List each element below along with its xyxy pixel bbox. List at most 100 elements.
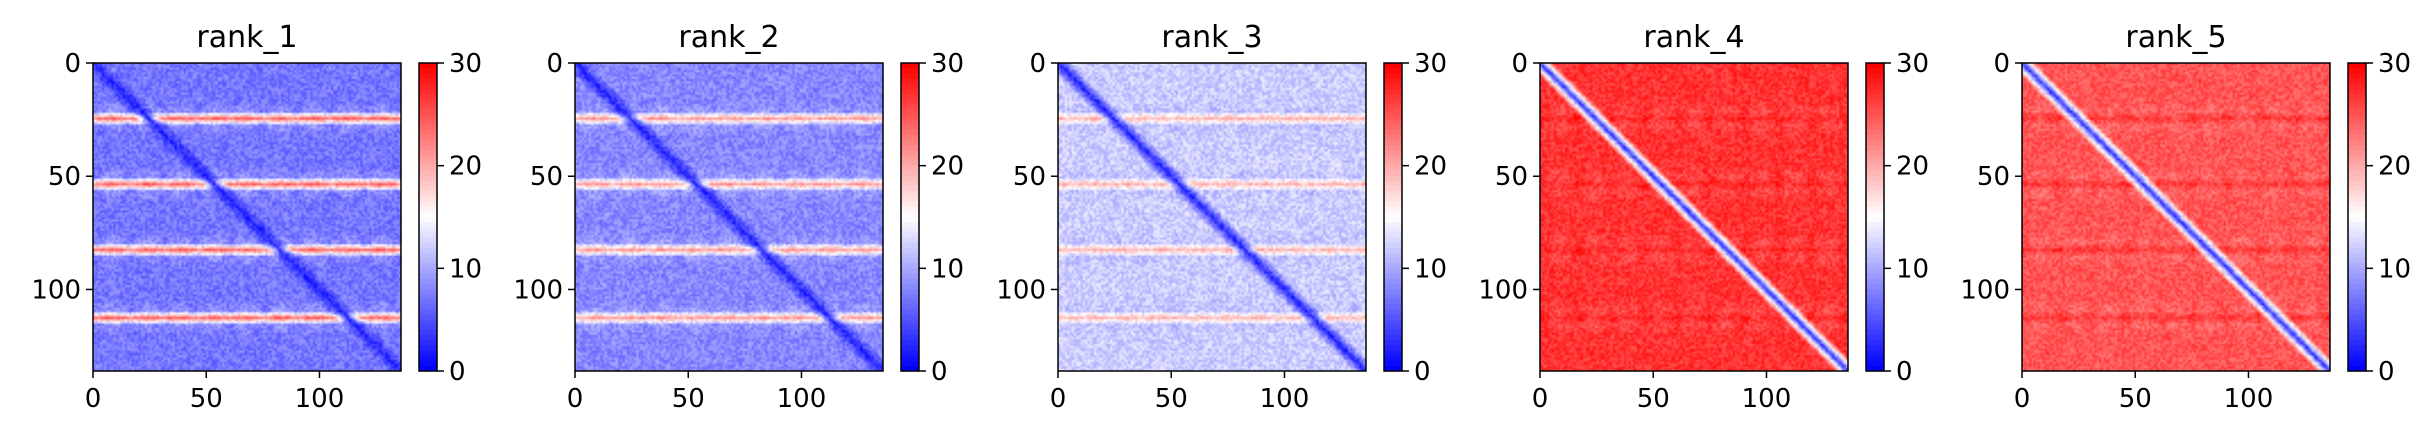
colorbar-segment bbox=[419, 109, 437, 115]
colorbar-segment bbox=[2348, 114, 2366, 121]
colorbar-segment bbox=[1384, 329, 1402, 336]
colorbar-frame bbox=[418, 62, 438, 372]
colorbar-segment bbox=[1384, 283, 1402, 290]
colorbar-segment bbox=[2348, 273, 2366, 280]
colorbar: 0 10 20 30 bbox=[1383, 49, 1447, 387]
colorbar-segment bbox=[1384, 247, 1402, 254]
colorbar-segment bbox=[1866, 145, 1884, 151]
x-tick-label: 0 bbox=[1532, 384, 1549, 414]
colorbar-segment bbox=[419, 206, 437, 213]
colorbar-segment bbox=[901, 175, 919, 182]
panel-title: rank_4 bbox=[1643, 20, 1744, 55]
colorbar-segment bbox=[2348, 129, 2366, 136]
colorbar-segment bbox=[2348, 175, 2366, 182]
colorbar-segment bbox=[1384, 124, 1402, 131]
colorbar-segment bbox=[901, 191, 919, 198]
y-tick-label: 0 bbox=[1511, 49, 1528, 79]
colorbar-segment bbox=[1866, 365, 1884, 372]
y-tick-label: 100 bbox=[1478, 275, 1528, 305]
colorbar-segment bbox=[901, 355, 919, 362]
colorbar-segment bbox=[419, 299, 437, 305]
colorbar-segment bbox=[2348, 104, 2366, 110]
colorbar-segment bbox=[901, 160, 919, 167]
y-tick-label: 100 bbox=[31, 275, 81, 305]
colorbar-segment bbox=[1866, 170, 1884, 177]
colorbar-tick-label: 20 bbox=[2378, 152, 2411, 182]
colorbar-segment bbox=[1866, 314, 1884, 321]
colorbar-segment bbox=[419, 365, 437, 372]
colorbar-segment bbox=[2348, 283, 2366, 290]
colorbar-segment bbox=[1384, 155, 1402, 162]
colorbar-segment bbox=[1384, 232, 1402, 239]
colorbar-segment bbox=[419, 98, 437, 105]
colorbar-segment bbox=[419, 88, 437, 95]
colorbar-segment bbox=[419, 93, 437, 100]
y-tick-label: 100 bbox=[1960, 275, 2010, 305]
colorbar-segment bbox=[1866, 181, 1884, 187]
colorbar-segment bbox=[419, 155, 437, 162]
colorbar-tick-label: 20 bbox=[449, 152, 482, 182]
colorbar-segment bbox=[1384, 104, 1402, 110]
colorbar-segment bbox=[1866, 119, 1884, 126]
colorbar-segment bbox=[2348, 181, 2366, 187]
colorbar-segment bbox=[901, 217, 919, 223]
heatmap-image bbox=[93, 63, 401, 371]
colorbar-segment bbox=[901, 252, 919, 259]
x-tick-label: 0 bbox=[567, 384, 584, 414]
colorbar-segment bbox=[419, 278, 437, 285]
colorbar-segment bbox=[1866, 196, 1884, 203]
y-tick-label: 0 bbox=[64, 49, 81, 79]
colorbar-segment bbox=[419, 283, 437, 290]
colorbar-segment bbox=[901, 186, 919, 192]
colorbar-segment bbox=[1384, 217, 1402, 223]
colorbar-segment bbox=[1866, 232, 1884, 239]
colorbar-segment bbox=[1384, 160, 1402, 167]
colorbar-segment bbox=[2348, 98, 2366, 105]
colorbar-segment bbox=[1384, 196, 1402, 203]
y-tick-label: 100 bbox=[996, 275, 1046, 305]
colorbar-tick-label: 0 bbox=[931, 357, 948, 387]
colorbar-segment bbox=[1384, 140, 1402, 146]
colorbar-segment bbox=[2348, 63, 2366, 69]
heatmap-image bbox=[575, 63, 883, 371]
colorbar-segment bbox=[2348, 217, 2366, 223]
colorbar-segment bbox=[901, 247, 919, 254]
colorbar-segment bbox=[901, 196, 919, 203]
colorbar-segment bbox=[901, 227, 919, 233]
colorbar-segment bbox=[901, 88, 919, 95]
x-tick-label: 0 bbox=[85, 384, 102, 414]
y-tick-label: 50 bbox=[530, 162, 563, 192]
colorbar-segment bbox=[419, 335, 437, 341]
colorbar-segment bbox=[901, 360, 919, 367]
colorbar-segment bbox=[419, 114, 437, 121]
colorbar-segment bbox=[1866, 227, 1884, 233]
colorbar-segment bbox=[1384, 150, 1402, 156]
colorbar-segment bbox=[1866, 191, 1884, 198]
colorbar-tick-label: 0 bbox=[1414, 357, 1431, 387]
colorbar-segment bbox=[2348, 124, 2366, 131]
colorbar-segment bbox=[419, 201, 437, 208]
colorbar-segment bbox=[1866, 78, 1884, 85]
colorbar-segment bbox=[901, 201, 919, 208]
x-tick-label: 100 bbox=[295, 384, 345, 414]
colorbar-segment bbox=[419, 294, 437, 300]
colorbar-segment bbox=[1384, 294, 1402, 300]
colorbar-segment bbox=[1384, 88, 1402, 95]
x-tick-label: 100 bbox=[1260, 384, 1310, 414]
colorbar-segment bbox=[1866, 247, 1884, 254]
colorbar-segment bbox=[419, 355, 437, 362]
colorbar-segment bbox=[419, 73, 437, 79]
colorbar-segment bbox=[1866, 88, 1884, 95]
colorbar-segment bbox=[2348, 211, 2366, 218]
colorbar-segment bbox=[2348, 119, 2366, 126]
colorbar-segment bbox=[1384, 206, 1402, 213]
colorbar-segment bbox=[1866, 201, 1884, 208]
colorbar-segment bbox=[1384, 211, 1402, 218]
colorbar: 0 10 20 30 bbox=[2347, 49, 2411, 387]
colorbar-segment bbox=[1866, 355, 1884, 362]
colorbar-segment bbox=[419, 340, 437, 346]
colorbar-segment bbox=[419, 170, 437, 177]
colorbar-segment bbox=[1384, 242, 1402, 249]
colorbar-segment bbox=[1866, 186, 1884, 192]
colorbar-segment bbox=[901, 165, 919, 172]
